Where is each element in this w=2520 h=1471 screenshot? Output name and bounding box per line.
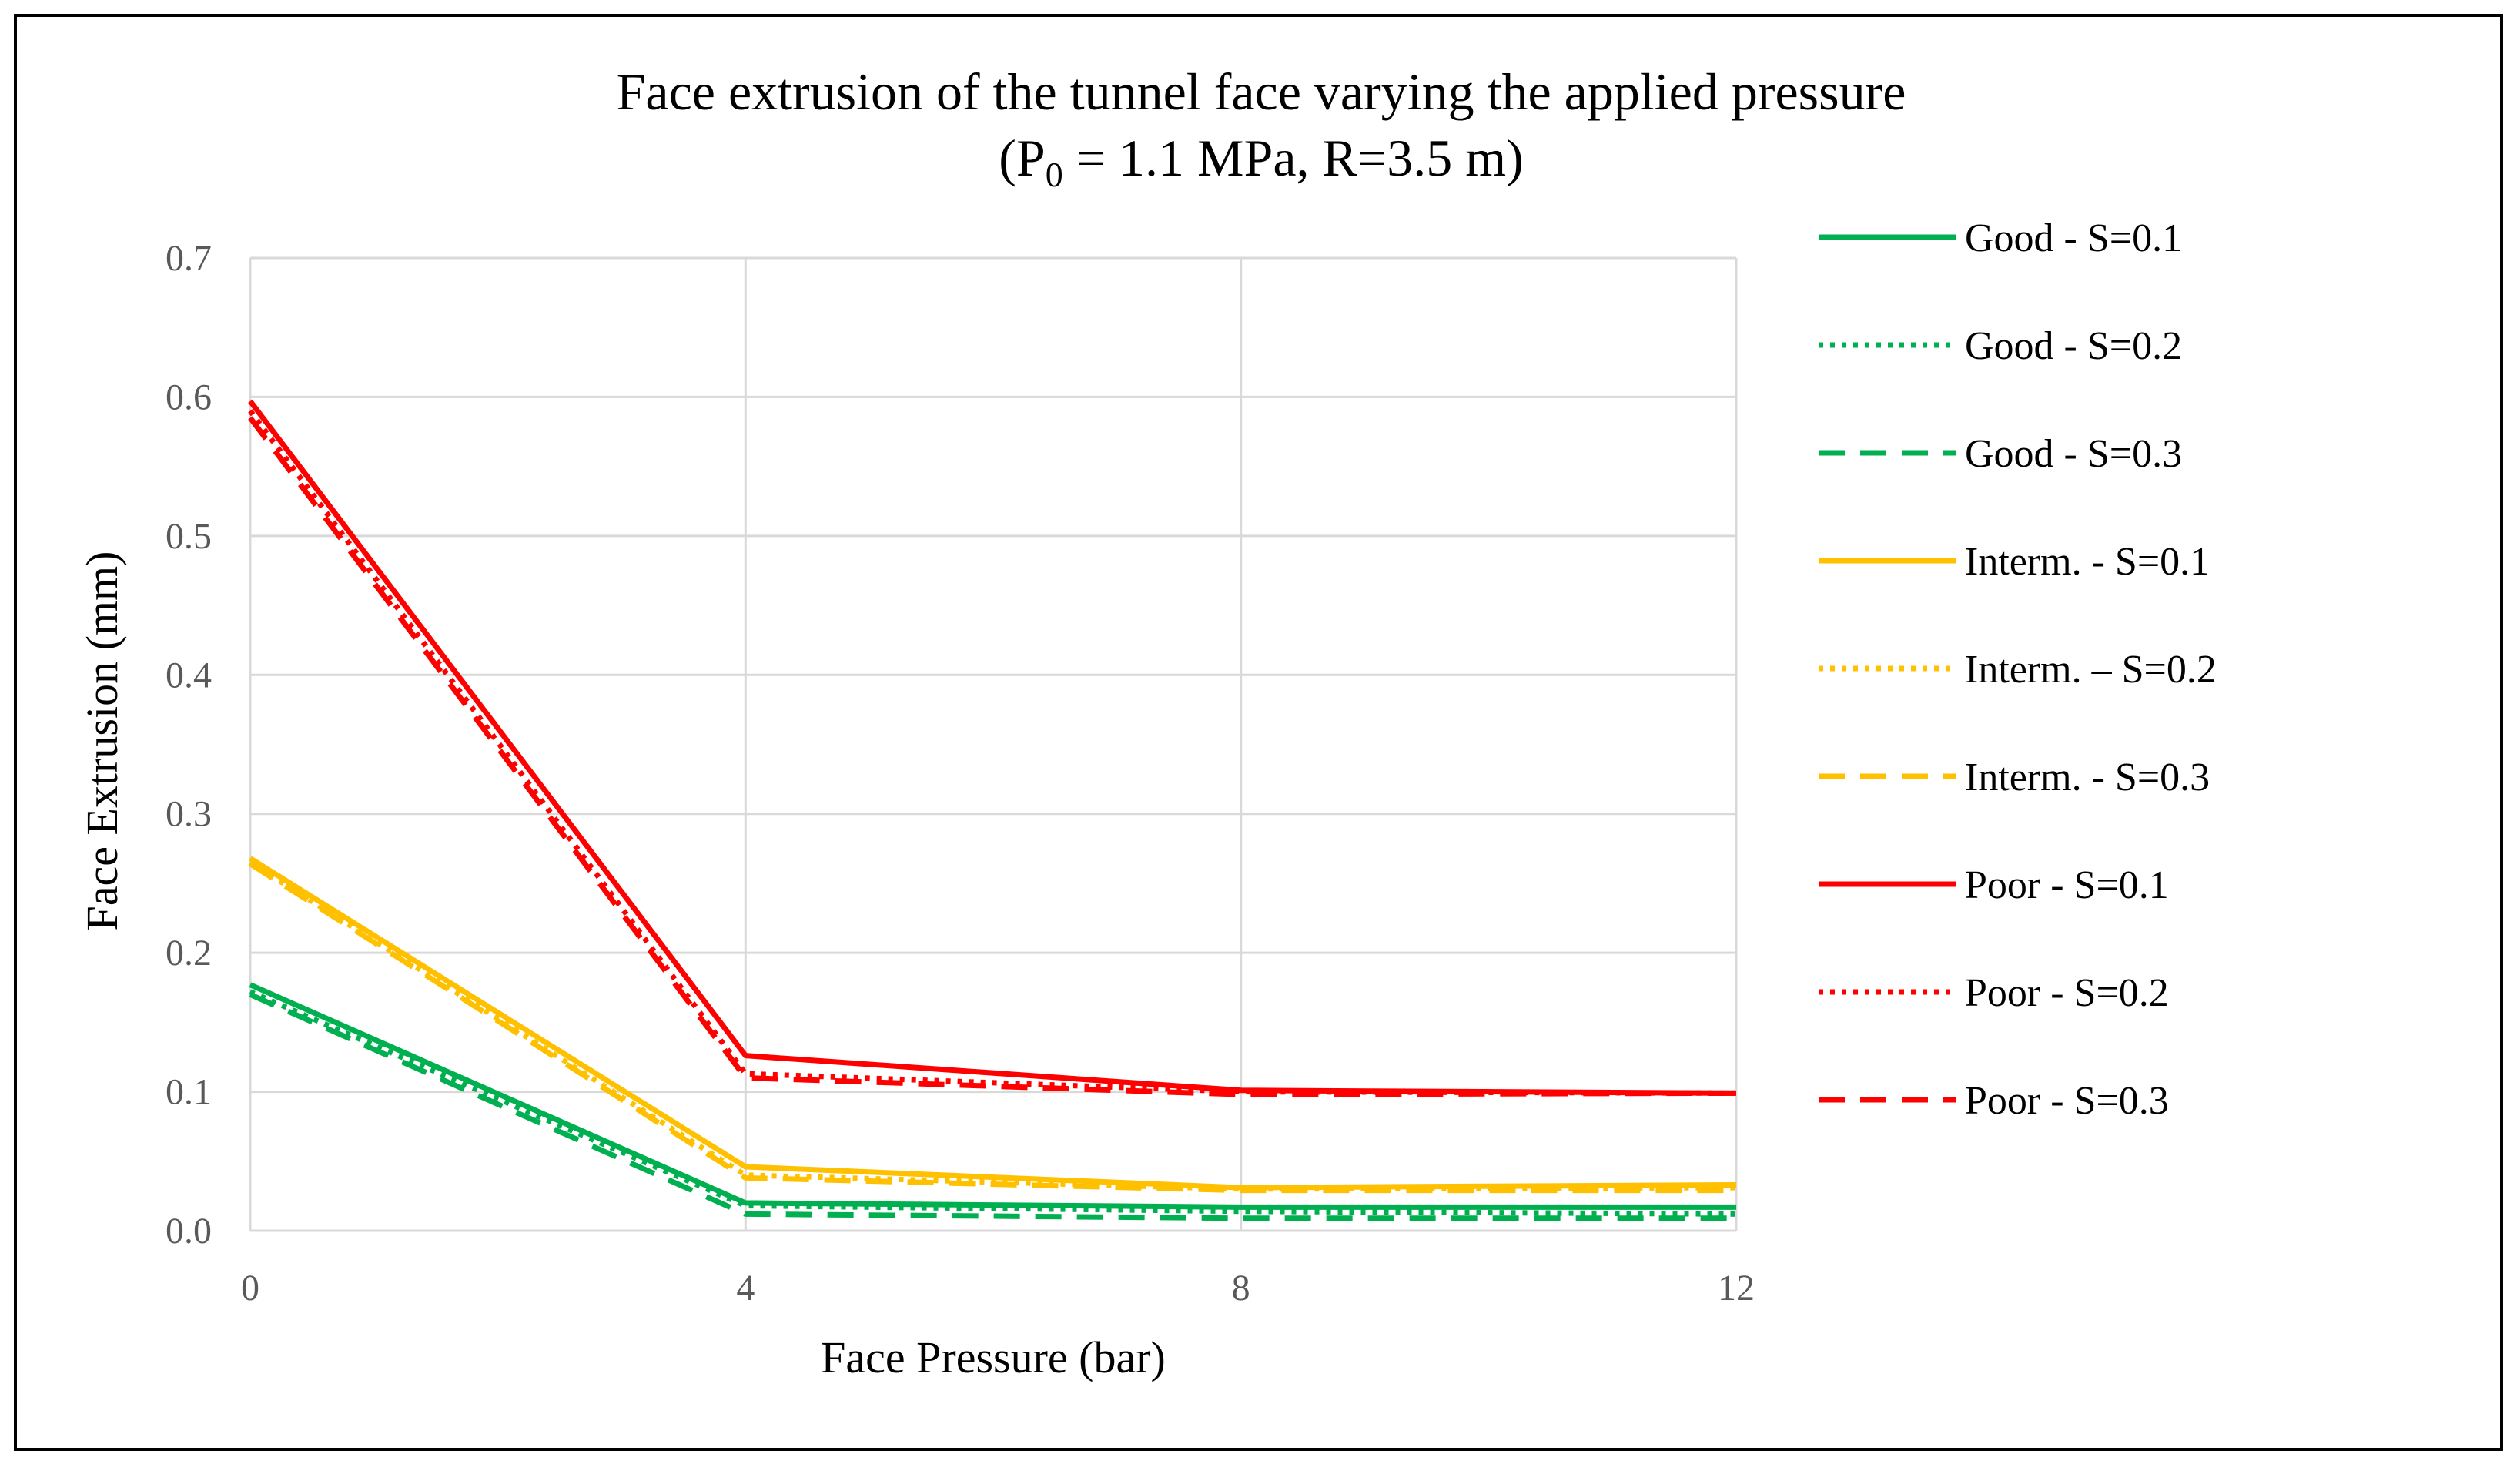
legend-item: Poor - S=0.3 [1819, 1079, 2169, 1123]
legend-item: Good - S=0.3 [1819, 432, 2182, 476]
series-line [249, 856, 1737, 1191]
series-line [249, 992, 1736, 1221]
chart-subtitle: (P0 = 1.1 MPa, R=3.5 m) [999, 129, 1524, 194]
legend-item: Interm. - S=0.3 [1819, 756, 2210, 799]
legend-label: Good - S=0.3 [1965, 432, 2182, 476]
y-tick-label: 0.1 [166, 1072, 212, 1113]
series-line [249, 861, 1736, 1194]
legend-item: Poor - S=0.1 [1819, 863, 2169, 907]
x-tick-label: 4 [736, 1268, 755, 1308]
legend-label: Good - S=0.2 [1965, 324, 2182, 368]
series-line [249, 982, 1736, 1210]
chart-title: Face extrusion of the tunnel face varyin… [617, 62, 1906, 121]
x-tick-label: 8 [1232, 1268, 1250, 1308]
legend-item: Good - S=0.2 [1819, 324, 2182, 368]
y-tick-label: 0.0 [166, 1211, 212, 1252]
legend-item: Interm. - S=0.1 [1819, 540, 2210, 584]
y-tick-label: 0.4 [166, 655, 212, 695]
x-axis-title: Face Pressure (bar) [821, 1332, 1166, 1382]
series-line [248, 409, 1737, 1096]
series-line [249, 989, 1737, 1217]
series-lines [248, 399, 1737, 1221]
legend-item: Good - S=0.1 [1819, 216, 2182, 260]
x-tick-label: 0 [241, 1268, 259, 1308]
series-line [249, 859, 1737, 1192]
series-line [248, 416, 1737, 1097]
legend-label: Interm. - S=0.3 [1965, 756, 2210, 799]
legend-label: Good - S=0.1 [1965, 216, 2182, 260]
legend-item: Poor - S=0.2 [1819, 971, 2169, 1015]
legend: Good - S=0.1 Good - S=0.2 Good - S=0.3 Inte… [1819, 216, 2217, 1123]
y-tick-label: 0.5 [166, 516, 212, 557]
legend-label: Poor - S=0.2 [1965, 971, 2169, 1015]
y-tick-label: 0.7 [166, 238, 212, 279]
y-tick-label: 0.3 [166, 794, 212, 835]
x-tick-label: 12 [1718, 1268, 1755, 1308]
legend-label: Interm. - S=0.1 [1965, 540, 2210, 584]
axes: 0.0 0.1 0.2 0.3 0.4 0.5 0.6 0.7 0 4 8 12 [166, 238, 1755, 1308]
y-tick-label: 0.6 [166, 377, 212, 417]
y-axis-title: Face Extrusion (mm) [77, 551, 127, 931]
y-tick-label: 0.2 [166, 933, 212, 973]
legend-label: Poor - S=0.1 [1965, 863, 2169, 907]
series-line [248, 399, 1737, 1096]
legend-label: Interm. – S=0.2 [1965, 648, 2217, 692]
legend-label: Poor - S=0.3 [1965, 1079, 2169, 1123]
legend-item: Interm. – S=0.2 [1819, 648, 2217, 692]
